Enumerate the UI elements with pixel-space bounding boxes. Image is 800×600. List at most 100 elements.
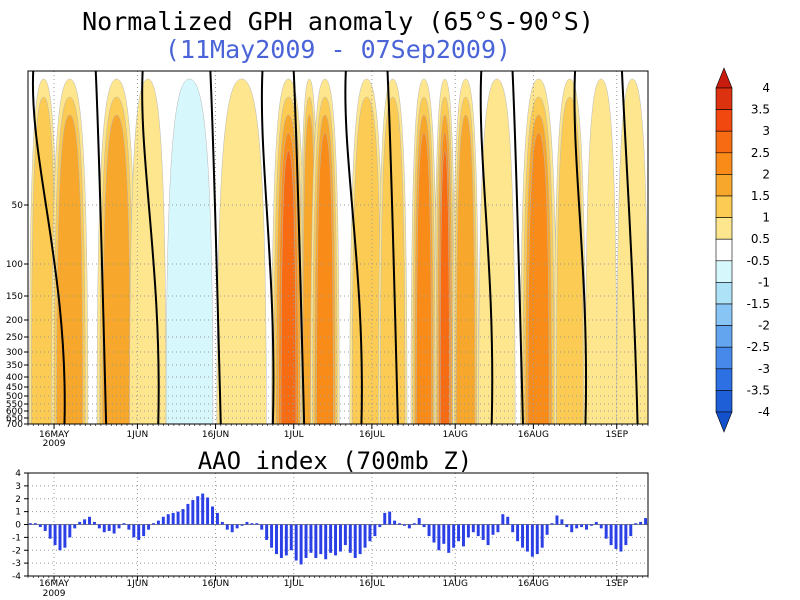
aao-bar: [550, 523, 554, 525]
aao-bar: [132, 524, 136, 538]
aao-bar: [240, 524, 244, 526]
aao-bar: [624, 524, 628, 546]
zero-contour-line: [479, 71, 494, 424]
anomaly-band: [585, 78, 617, 424]
aao-bar: [142, 524, 146, 537]
aao-bar: [560, 519, 564, 525]
colorbar-top-triangle: [715, 67, 733, 89]
aao-bar: [171, 512, 175, 525]
colorbar-bottom-triangle: [715, 411, 733, 433]
aao-bar: [186, 503, 190, 525]
anomaly-contour-fill: [280, 150, 297, 424]
date-tick-label: 1JUN: [127, 430, 149, 440]
aao-bar: [585, 524, 588, 530]
heatmap-grid: [28, 71, 648, 425]
aao-bar: [319, 524, 323, 555]
aao-bar: [225, 524, 229, 530]
aao-bar: [511, 524, 515, 533]
anomaly-band: [452, 78, 479, 424]
colorbar-box: [715, 152, 733, 175]
aao-bar: [575, 524, 579, 529]
aao-bar: [117, 524, 121, 529]
colorbar-label: 1.5: [751, 189, 770, 203]
aao-bar: [481, 524, 485, 540]
aao-bar: [348, 524, 352, 553]
aao-bar: [525, 524, 529, 552]
colorbar-label: -1.5: [747, 297, 770, 311]
aao-date-tick-label: 1JUN: [127, 579, 149, 589]
aao-bar: [107, 524, 111, 531]
anomaly-contour-fill: [585, 78, 617, 424]
aao-bar: [398, 523, 401, 525]
aao-y-tick-label: 3: [15, 482, 21, 492]
zero-contour-line: [31, 71, 66, 424]
aao-bar: [294, 524, 298, 561]
zero-contour-line: [209, 71, 222, 424]
aao-bar: [565, 524, 569, 528]
anomaly-contour-fill: [456, 114, 476, 424]
aao-bar: [432, 524, 436, 543]
colorbar-label: 4: [762, 81, 770, 95]
aao-bar: [270, 524, 274, 548]
aao-bar: [516, 524, 520, 542]
aao-bar: [521, 524, 524, 548]
colorbar: 4 3.5 3 2.5 2 1.5 1 0.5 -0.5 -1 -1.5 -2 -2.5 -3 -3.5 -4: [715, 67, 770, 433]
aao-bar: [570, 524, 574, 533]
colorbar-box: [715, 195, 733, 218]
colorbar-box: [715, 303, 733, 326]
aao-bar: [457, 524, 461, 542]
aao-bar: [589, 524, 593, 526]
aao-bar: [279, 524, 283, 558]
aao-bar: [97, 524, 101, 529]
aao-bar: [260, 524, 264, 530]
aao-bar: [92, 521, 96, 525]
pressure-tick-label: 550: [6, 400, 23, 410]
aao-bar: [471, 524, 475, 533]
aao-y-tick-label: 4: [15, 469, 21, 479]
date-range-subtitle: (11May2009 - 07Sep2009): [165, 35, 511, 64]
aao-bar: [594, 521, 598, 525]
colorbar-box: [715, 174, 733, 197]
aao-y-tick-label: 0: [15, 521, 21, 531]
colorbar-label: -0.5: [747, 254, 770, 268]
anomaly-band: [434, 78, 456, 424]
anomaly-contour-fill: [165, 78, 214, 424]
date-tick-label: 1JUL: [284, 430, 304, 440]
aao-date-tick-label: 16AUG: [518, 579, 549, 589]
anomaly-band: [520, 78, 558, 424]
zero-contour-line: [344, 71, 363, 424]
aao-bar: [147, 524, 151, 530]
aao-bar: [156, 520, 160, 525]
anomaly-contour-fill: [102, 114, 131, 424]
aao-bar: [309, 524, 313, 553]
date-tick-label: 16AUG: [518, 430, 549, 440]
aao-bar: [535, 524, 539, 555]
aao-bar: [220, 521, 224, 525]
colorbar-box: [715, 130, 733, 154]
aao-bar: [358, 524, 362, 555]
aao-bar: [506, 516, 510, 525]
zero-contours: [31, 71, 639, 424]
pressure-tick-label: 200: [6, 316, 23, 326]
aao-bar: [299, 524, 303, 565]
aao-bar: [137, 524, 141, 540]
aao-y-axis: 4 3 2 1 0 -1 -2 -3 -4: [12, 469, 28, 582]
aao-bar: [255, 523, 259, 525]
pressure-tick-label: 100: [6, 260, 23, 270]
date-tick-label: 1AUG: [443, 430, 468, 440]
aao-bar: [639, 521, 643, 525]
aao-bar: [437, 524, 441, 551]
aao-bar: [38, 524, 42, 528]
zero-contour-line: [620, 71, 639, 424]
colorbar-label: 3.5: [751, 103, 770, 117]
aao-bar: [338, 524, 342, 552]
pressure-tick-label: 700: [6, 420, 23, 430]
aao-bar: [275, 524, 278, 555]
aao-date-tick-label: 16MAY: [39, 579, 70, 589]
colorbar-box: [715, 87, 733, 110]
colorbar-label: -4: [758, 405, 770, 419]
aao-bar: [68, 524, 72, 538]
zero-contour-line: [94, 71, 108, 424]
anomaly-band: [96, 78, 137, 424]
aao-bar: [102, 524, 106, 533]
